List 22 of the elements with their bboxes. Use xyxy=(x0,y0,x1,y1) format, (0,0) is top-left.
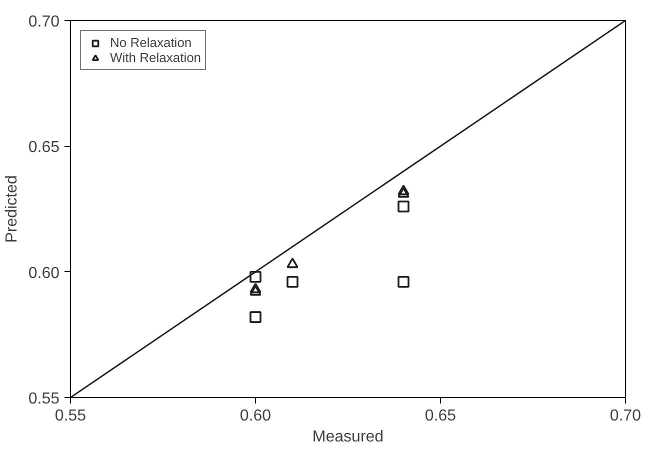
y-tick-label: 0.55 xyxy=(28,390,60,408)
x-axis-title: Measured xyxy=(312,428,384,446)
y-tick-label: 0.70 xyxy=(28,14,60,30)
y-axis-title: Predicted xyxy=(3,175,20,243)
x-tick-label: 0.70 xyxy=(610,408,642,424)
point xyxy=(398,200,410,212)
point xyxy=(250,282,262,294)
point xyxy=(286,258,298,268)
point xyxy=(398,187,410,198)
x-tick-label: 0.60 xyxy=(240,408,272,424)
point xyxy=(250,311,262,323)
x-tick-label: 0.65 xyxy=(424,408,456,424)
legend-label: With Relaxation xyxy=(110,50,202,65)
y-tick-label: 0.60 xyxy=(28,264,60,282)
point xyxy=(286,276,298,288)
point xyxy=(250,285,262,296)
legend-label: No Relaxation xyxy=(110,35,192,50)
y-tick-label: 0.65 xyxy=(28,139,60,156)
point xyxy=(250,270,262,283)
x-tick-label: 0.55 xyxy=(54,408,86,424)
point xyxy=(398,184,410,196)
point xyxy=(398,276,410,288)
